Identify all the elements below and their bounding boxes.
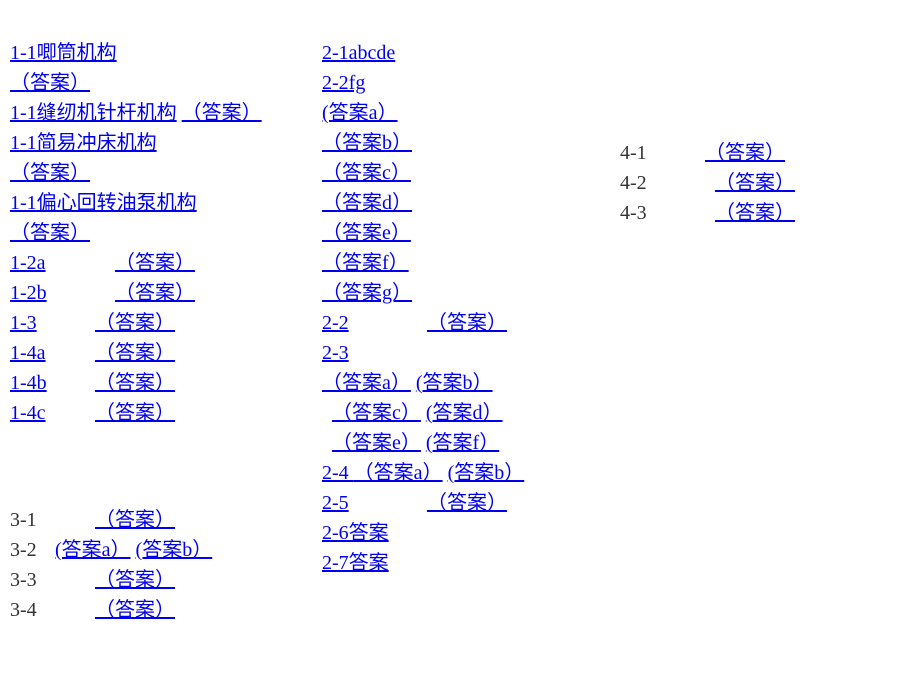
link-4-1-ans[interactable]: （答案） [705,142,785,164]
link-2-2[interactable]: 2-2 [322,308,422,338]
link-2-1abcde[interactable]: 2-1abcde [322,42,395,64]
link-4-3-ans[interactable]: （答案） [715,202,795,224]
label-4-1: 4-1 [620,138,700,168]
link-ans-e[interactable]: （答案e） [322,222,411,244]
link-ans-f[interactable]: （答案f） [322,252,409,274]
link-1-1-jitong[interactable]: 1-1唧筒机构 [10,42,117,64]
link-2-3-ansc[interactable]: （答案c） [332,402,421,424]
link-3-3-ans[interactable]: （答案） [95,569,175,591]
label-4-3: 4-3 [620,198,710,228]
link-1-2a-ans[interactable]: （答案） [115,252,195,274]
link-ans-g[interactable]: （答案g） [322,282,412,304]
link-ans-c[interactable]: （答案c） [322,162,411,184]
label-3-2: 3-2 [10,535,50,565]
link-1-2b[interactable]: 1-2b [10,278,110,308]
link-1-3-ans[interactable]: （答案） [95,312,175,334]
link-2-4-ansa[interactable]: （答案a） [354,462,443,484]
link-1-1-pianxin[interactable]: 1-1偏心回转油泵机构 [10,192,197,214]
link-1-2b-ans[interactable]: （答案） [115,282,195,304]
link-3-2-ansb[interactable]: (答案b） [136,539,213,561]
link-2-5[interactable]: 2-5 [322,488,422,518]
label-3-3: 3-3 [10,565,90,595]
label-3-1: 3-1 [10,505,90,535]
link-2-4-ansb[interactable]: (答案b） [448,462,525,484]
link-4-2-ans[interactable]: （答案） [715,172,795,194]
column-1-bottom: 3-1 （答案） 3-2 (答案a） (答案b） 3-3 （答案） 3-4 （答… [10,505,320,625]
column-2: 2-1abcde 2-2fg (答案a） （答案b） （答案c） （答案d） （… [322,38,612,578]
link-1-4c-ans[interactable]: （答案） [95,402,175,424]
link-2-5-ans[interactable]: （答案） [427,492,507,514]
link-1-1-fengren-ans[interactable]: （答案） [182,102,262,124]
link-1-1-chongchuang[interactable]: 1-1简易冲床机构 [10,132,157,154]
label-4-2: 4-2 [620,168,710,198]
link-1-1-fengren[interactable]: 1-1缝纫机针杆机构 [10,102,177,124]
link-ans-a[interactable]: (答案a） [322,102,398,124]
link-2-3-ansb[interactable]: (答案b） [416,372,493,394]
link-1-2a[interactable]: 1-2a [10,248,110,278]
link-3-2-ansa[interactable]: (答案a） [55,539,131,561]
link-2-3-ansa[interactable]: （答案a） [322,372,411,394]
link-ans-d[interactable]: （答案d） [322,192,412,214]
link-2-3-ansf[interactable]: (答案f） [426,432,499,454]
link-ans-b[interactable]: （答案b） [322,132,412,154]
link-3-1-ans[interactable]: （答案） [95,509,175,531]
link-2-3-ansd[interactable]: (答案d） [426,402,503,424]
link-2-2fg[interactable]: 2-2fg [322,72,365,94]
link-2-7-ans[interactable]: 2-7答案 [322,552,389,574]
link-2-6-ans[interactable]: 2-6答案 [322,522,389,544]
label-3-4: 3-4 [10,595,90,625]
link-1-4b-ans[interactable]: （答案） [95,372,175,394]
link-1-1-pianxin-ans[interactable]: （答案） [10,222,90,244]
link-2-3-anse[interactable]: （答案e） [332,432,421,454]
link-1-3[interactable]: 1-3 [10,308,90,338]
link-1-4b[interactable]: 1-4b [10,368,90,398]
link-1-4a-ans[interactable]: （答案） [95,342,175,364]
column-3: 4-1 （答案） 4-2 （答案） 4-3 （答案） [620,138,820,228]
link-1-1-chongchuang-ans[interactable]: （答案） [10,162,90,184]
link-1-4a[interactable]: 1-4a [10,338,90,368]
link-1-1-jitong-ans[interactable]: （答案） [10,72,90,94]
link-2-3[interactable]: 2-3 [322,342,349,364]
link-3-4-ans[interactable]: （答案） [95,599,175,621]
link-2-2-ans[interactable]: （答案） [427,312,507,334]
column-1: 1-1唧筒机构 （答案） 1-1缝纫机针杆机构 （答案） 1-1简易冲床机构 （… [10,38,320,428]
link-2-4[interactable]: 2-4 [322,462,354,484]
link-1-4c[interactable]: 1-4c [10,398,90,428]
